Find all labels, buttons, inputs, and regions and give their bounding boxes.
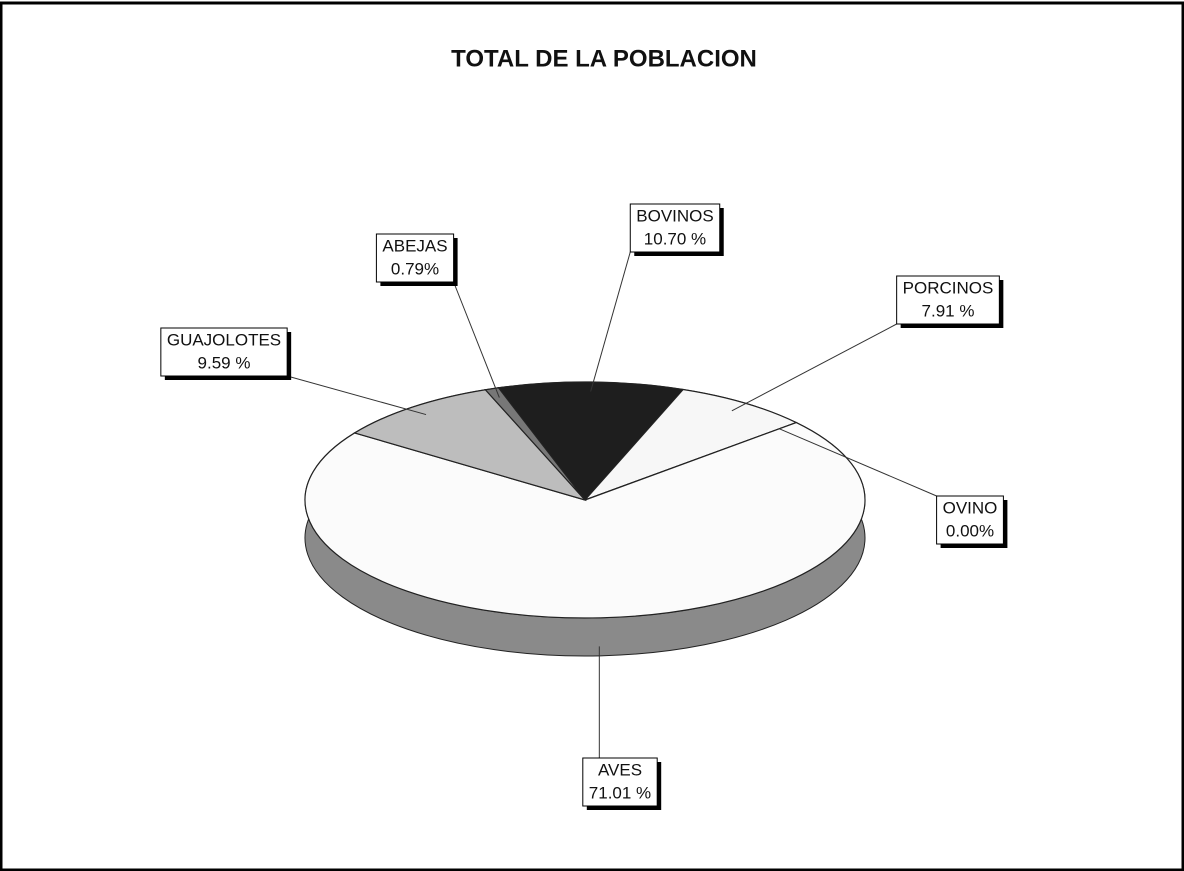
slice (484, 387, 586, 501)
value-label: 7.91 % (922, 301, 975, 320)
data-label: GUAJOLOTES 9.59 % (160, 327, 292, 380)
label-box (375, 233, 455, 283)
leader-line (287, 375, 427, 416)
category-label: BOVINOS (636, 206, 713, 225)
label-box (582, 757, 658, 807)
slice (304, 421, 866, 619)
data-label: ABEJAS 0.79% (375, 233, 458, 286)
label-box (629, 203, 721, 253)
data-label: PORCINOS 7.91 % (896, 275, 1004, 328)
value-label: 10.70 % (644, 229, 706, 248)
leader-line (453, 281, 500, 398)
label-box (936, 495, 1004, 545)
leader-line (731, 323, 897, 412)
label-box (160, 327, 288, 377)
leader-line (779, 428, 937, 497)
value-label: 71.01 % (589, 783, 651, 802)
category-label: AVES (598, 760, 642, 779)
data-label: BOVINOS 10.70 % (629, 203, 724, 256)
value-label: 0.00% (946, 521, 994, 540)
category-label: OVINO (943, 498, 998, 517)
category-label: ABEJAS (382, 236, 447, 255)
leader-line (590, 251, 631, 392)
value-label: 0.79% (391, 259, 439, 278)
slice (353, 389, 587, 502)
data-label: AVES 71.01 % (582, 757, 662, 810)
data-label: OVINO 0.00% (936, 495, 1008, 548)
category-label: PORCINOS (903, 278, 994, 297)
label-box (896, 275, 1000, 325)
value-label: 9.59 % (198, 353, 251, 372)
chart-title: TOTAL DE LA POBLACION (451, 45, 757, 72)
slice (584, 388, 798, 501)
category-label: GUAJOLOTES (167, 330, 281, 349)
slice (497, 381, 685, 501)
